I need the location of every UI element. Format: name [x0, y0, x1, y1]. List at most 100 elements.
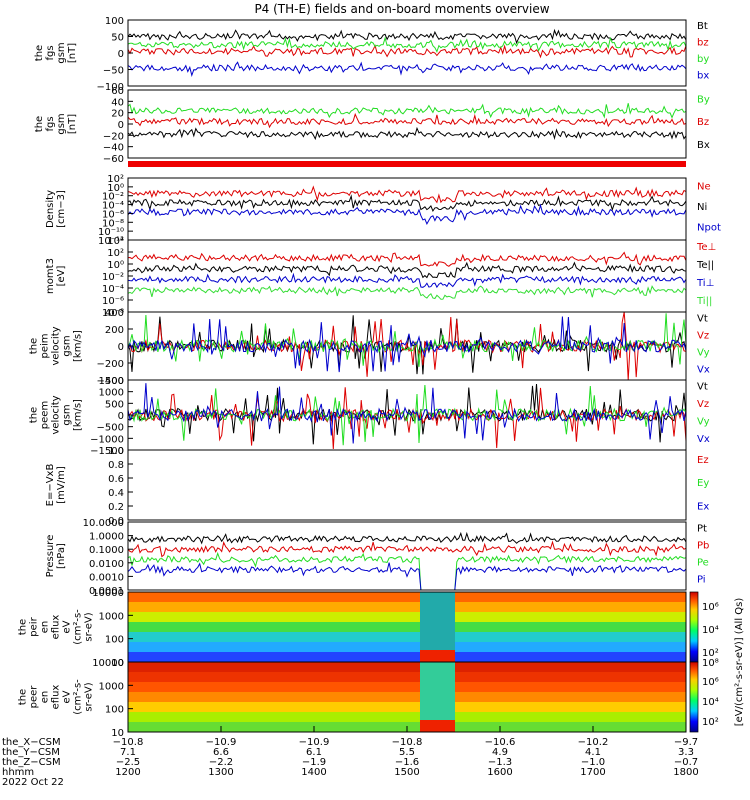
- x-tick-label: −2.5: [116, 757, 140, 768]
- y-tick-label: 10⁻²: [102, 272, 124, 283]
- y-axis-label: sr-eV): [84, 682, 95, 711]
- y-axis-label: eflux: [51, 685, 62, 710]
- colorbar-tick: 10²: [702, 648, 719, 659]
- y-axis-label: the: [34, 116, 45, 132]
- x-tick-label: 6.6: [213, 747, 229, 758]
- series-Ni: [127, 194, 687, 212]
- y-tick-label: 10²: [107, 174, 124, 185]
- y-tick-label: 10²: [107, 248, 124, 259]
- y-axis-label: eV: [62, 620, 73, 633]
- y-tick-label: 10⁻⁸: [102, 218, 124, 229]
- series-Pe: [127, 551, 687, 591]
- x-tick-label: 1200: [115, 767, 140, 778]
- y-tick-label: 10⁻²: [102, 192, 124, 203]
- series-Vt: [127, 383, 687, 445]
- y-tick-label: 1.0000: [89, 532, 124, 543]
- y-tick-label: −20: [103, 131, 124, 142]
- x-tick-label: −10.6: [485, 737, 516, 748]
- x-tick-label: 5.5: [399, 747, 415, 758]
- legend-bz: bz: [697, 38, 709, 49]
- x-tick-label: −0.7: [674, 757, 698, 768]
- series-Vx: [127, 383, 687, 444]
- x-row-label: the_Y−CSM: [2, 747, 60, 758]
- colorbar-label: [eV/(cm²-s-sr-eV)] (All Qs): [734, 598, 745, 727]
- y-tick-label: 10: [111, 728, 124, 739]
- y-tick-label: 10⁰: [107, 260, 124, 271]
- spectrogram-band: [128, 662, 686, 673]
- y-tick-label: 10⁰: [107, 183, 124, 194]
- y-tick-label: 0.4: [108, 488, 124, 499]
- x-tick-label: 1700: [580, 767, 605, 778]
- y-tick-label: −400: [97, 376, 124, 387]
- legend-Ex: Ex: [697, 502, 709, 513]
- series-Vt: [127, 315, 687, 375]
- panel-frame: [127, 89, 687, 159]
- series-Bz: [127, 112, 687, 129]
- spectrogram-low-energy: [420, 720, 455, 732]
- y-tick-label: 0: [118, 411, 124, 422]
- y-tick-label: 10: [111, 658, 124, 669]
- x-tick-label: 1500: [394, 767, 419, 778]
- x-tick-label: 3.3: [678, 747, 694, 758]
- legend-Bx: Bx: [697, 140, 710, 151]
- y-axis-label: momt3: [45, 258, 56, 294]
- series-Vz: [127, 311, 687, 381]
- series-Ti⊥: [127, 272, 687, 289]
- spectrogram-band: [128, 592, 686, 603]
- x-tick-label: −10.8: [392, 737, 423, 748]
- series-Te⊥: [127, 251, 687, 267]
- legend-Vx: Vx: [697, 364, 710, 375]
- x-row-label: the_X−CSM: [2, 737, 61, 748]
- legend-Pt: Pt: [697, 523, 707, 534]
- series-bx: [127, 61, 687, 78]
- series-Ti||: [127, 285, 687, 300]
- y-tick-label: 500: [105, 399, 124, 410]
- y-tick-label: 0.0001: [89, 586, 124, 597]
- series-Pb: [127, 540, 687, 558]
- series-Te||: [127, 261, 687, 279]
- y-tick-label: −1500: [90, 446, 124, 457]
- spectrogram-band: [128, 602, 686, 613]
- y-tick-label: 10000: [92, 658, 124, 669]
- legend-By: By: [697, 94, 710, 105]
- x-row-label: hhmm: [2, 767, 34, 778]
- y-tick-label: −100: [97, 82, 124, 93]
- y-axis-label: peem: [40, 401, 51, 429]
- spectrogram-band: [128, 642, 686, 653]
- x-tick-label: −1.6: [395, 757, 419, 768]
- legend-Vz: Vz: [697, 330, 709, 341]
- colorbar-tick: 10⁶: [702, 602, 719, 613]
- y-tick-label: −50: [103, 66, 124, 77]
- y-tick-label: 0.1000: [89, 545, 124, 556]
- y-tick-label: 50: [111, 33, 124, 44]
- legend-Ti⊥: Ti⊥: [696, 278, 714, 289]
- legend-Ne: Ne: [697, 181, 711, 192]
- x-tick-label: −10.8: [113, 737, 144, 748]
- legend-Ez: Ez: [697, 455, 709, 466]
- series-Pt: [127, 531, 687, 545]
- x-tick-label: −1.3: [488, 757, 512, 768]
- y-axis-label: [nT]: [67, 43, 78, 63]
- series-By: [127, 103, 687, 119]
- y-axis-label: (cm²-s-: [73, 609, 84, 645]
- y-axis-label: [nT]: [67, 114, 78, 134]
- legend-Ti||: Ti||: [696, 296, 712, 307]
- legend-Ey: Ey: [697, 478, 709, 489]
- y-axis-label: (cm²-s-: [73, 679, 84, 715]
- colorbar: 10⁶ 10⁴ 10² 10⁸ 10⁶ 10⁴ 10² [eV/(cm²-s-s…: [689, 591, 745, 733]
- y-tick-label: 10⁻¹⁰: [98, 227, 124, 238]
- y-tick-label: 10000: [92, 588, 124, 599]
- y-axis-label: [eV]: [56, 266, 67, 287]
- y-axis-label: [km/s]: [73, 399, 84, 431]
- y-tick-label: 0.0100: [89, 559, 124, 570]
- legend-Pb: Pb: [697, 540, 709, 551]
- y-tick-label: 0.8: [108, 460, 124, 471]
- series-Npot: [127, 203, 687, 226]
- colorbar-top: [689, 591, 699, 663]
- x-tick-label: 1800: [673, 767, 698, 778]
- y-axis-label: the: [29, 407, 40, 423]
- y-axis-label: en: [40, 621, 51, 634]
- legend-Vz: Vz: [697, 399, 709, 410]
- y-axis-label: velocity: [51, 395, 62, 434]
